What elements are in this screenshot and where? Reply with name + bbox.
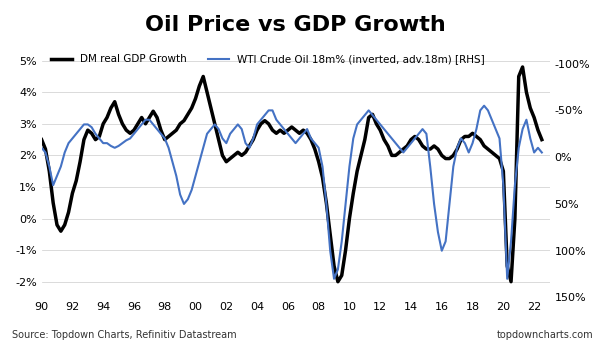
Title: Oil Price vs GDP Growth: Oil Price vs GDP Growth [145,15,446,35]
Text: topdowncharts.com: topdowncharts.com [496,330,593,340]
Text: Source: Topdown Charts, Refinitiv Datastream: Source: Topdown Charts, Refinitiv Datast… [12,330,237,340]
Legend: DM real GDP Growth, WTI Crude Oil 18m% (inverted, adv.18m) [RHS]: DM real GDP Growth, WTI Crude Oil 18m% (… [47,50,489,69]
